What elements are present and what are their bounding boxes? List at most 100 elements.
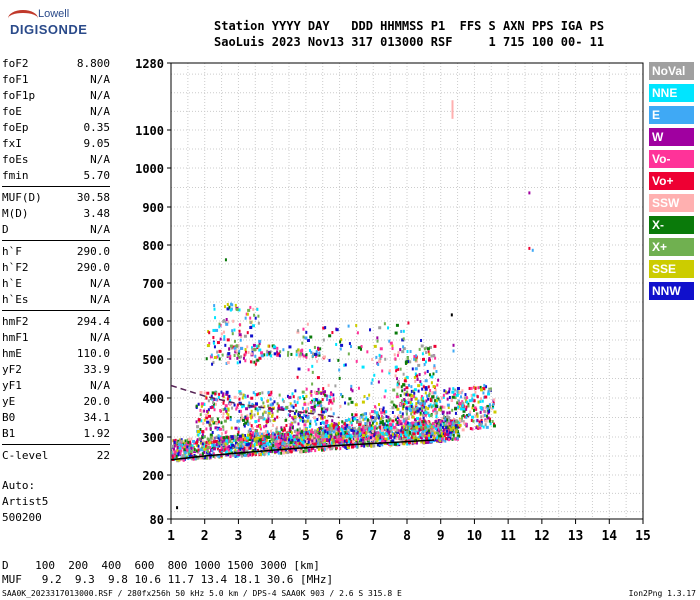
echo-point: [386, 424, 389, 428]
echo-point: [306, 419, 309, 423]
echo-point: [209, 355, 213, 359]
echo-point: [329, 398, 332, 402]
echo-point: [342, 436, 345, 440]
echo-point: [413, 411, 416, 415]
echo-point: [442, 395, 445, 399]
echo-point: [199, 408, 202, 412]
echo-point: [315, 398, 318, 402]
echo-point: [339, 434, 342, 438]
echo-point: [341, 420, 344, 424]
echo-point: [324, 409, 327, 413]
echo-point: [339, 404, 342, 408]
echo-point: [478, 423, 481, 427]
echo-point: [350, 384, 353, 388]
echo-point: [401, 412, 404, 416]
echo-point: [421, 430, 425, 434]
echo-point: [452, 387, 455, 391]
echo-point: [483, 413, 486, 417]
param-value: 290.0: [76, 261, 110, 274]
param-row-c-level: C-level 22: [2, 448, 110, 464]
echo-point: [476, 414, 479, 418]
echo-point: [289, 430, 292, 434]
echo-point: [201, 442, 204, 446]
echo-point: [368, 412, 371, 416]
echo-point: [239, 440, 243, 444]
echo-point: [227, 445, 230, 449]
echo-point: [238, 397, 241, 401]
echo-point: [303, 440, 306, 444]
echo-point: [271, 433, 274, 437]
echo-point: [304, 443, 308, 447]
echo-point: [241, 444, 244, 448]
echo-point: [425, 437, 428, 441]
echo-point: [400, 414, 403, 418]
echo-point: [234, 450, 237, 454]
echo-point: [369, 430, 372, 434]
echo-point: [255, 402, 259, 406]
echo-point: [368, 432, 371, 436]
echo-point: [422, 416, 425, 420]
echo-point: [344, 424, 348, 428]
echo-point: [367, 436, 370, 440]
echo-point: [373, 437, 377, 441]
muf-distance-row: D 100 200 400 600 800 1000 1500 3000 [km…: [2, 559, 320, 572]
echo-point: [404, 377, 407, 381]
echo-point: [316, 440, 319, 444]
echo-point: [332, 397, 335, 401]
echo-point: [488, 388, 492, 392]
echo-point: [354, 434, 357, 438]
echo-point: [474, 414, 477, 418]
echo-point: [387, 430, 391, 434]
echo-point: [230, 448, 233, 452]
echo-point: [281, 398, 284, 402]
echo-point: [300, 430, 303, 434]
echo-point: [205, 357, 208, 361]
echo-point: [302, 443, 305, 447]
echo-point: [428, 352, 431, 356]
echo-point: [321, 448, 324, 452]
echo-point: [351, 416, 354, 420]
echo-point: [399, 348, 402, 352]
echo-point: [258, 348, 262, 352]
echo-point: [279, 350, 282, 354]
echo-point: [237, 351, 240, 355]
echo-point: [356, 420, 359, 424]
echo-point: [343, 363, 346, 367]
echo-point: [410, 394, 414, 398]
echo-point: [250, 436, 253, 440]
echo-point: [299, 438, 302, 442]
echo-point: [378, 353, 381, 357]
echo-point: [405, 400, 408, 404]
echo-point: [206, 409, 209, 413]
echo-point: [296, 375, 299, 379]
echo-point: [436, 436, 439, 440]
echo-point: [359, 430, 362, 434]
echo-point: [215, 398, 218, 402]
echo-point: [478, 420, 481, 424]
echo-point: [241, 396, 244, 400]
echo-point: [338, 441, 342, 445]
echo-point: [439, 423, 442, 427]
echo-point: [181, 446, 185, 450]
echo-point: [405, 421, 409, 425]
echo-point: [207, 329, 210, 333]
echo-point: [200, 409, 203, 413]
isolated-echo-point: [528, 246, 531, 250]
echo-point: [244, 434, 247, 438]
echo-point: [254, 407, 257, 411]
echo-point: [224, 343, 227, 347]
echo-point: [337, 434, 340, 438]
echo-point: [350, 423, 353, 427]
echo-point: [253, 442, 256, 446]
echo-point: [397, 418, 400, 422]
echo-point: [414, 397, 418, 401]
echo-point: [318, 353, 321, 357]
echo-point: [244, 395, 247, 399]
echo-point: [416, 416, 420, 420]
echo-point: [413, 418, 417, 422]
echo-point: [368, 419, 371, 423]
echo-point: [379, 408, 382, 412]
echo-point: [424, 360, 427, 364]
echo-point: [448, 396, 451, 400]
echo-point: [240, 413, 243, 417]
